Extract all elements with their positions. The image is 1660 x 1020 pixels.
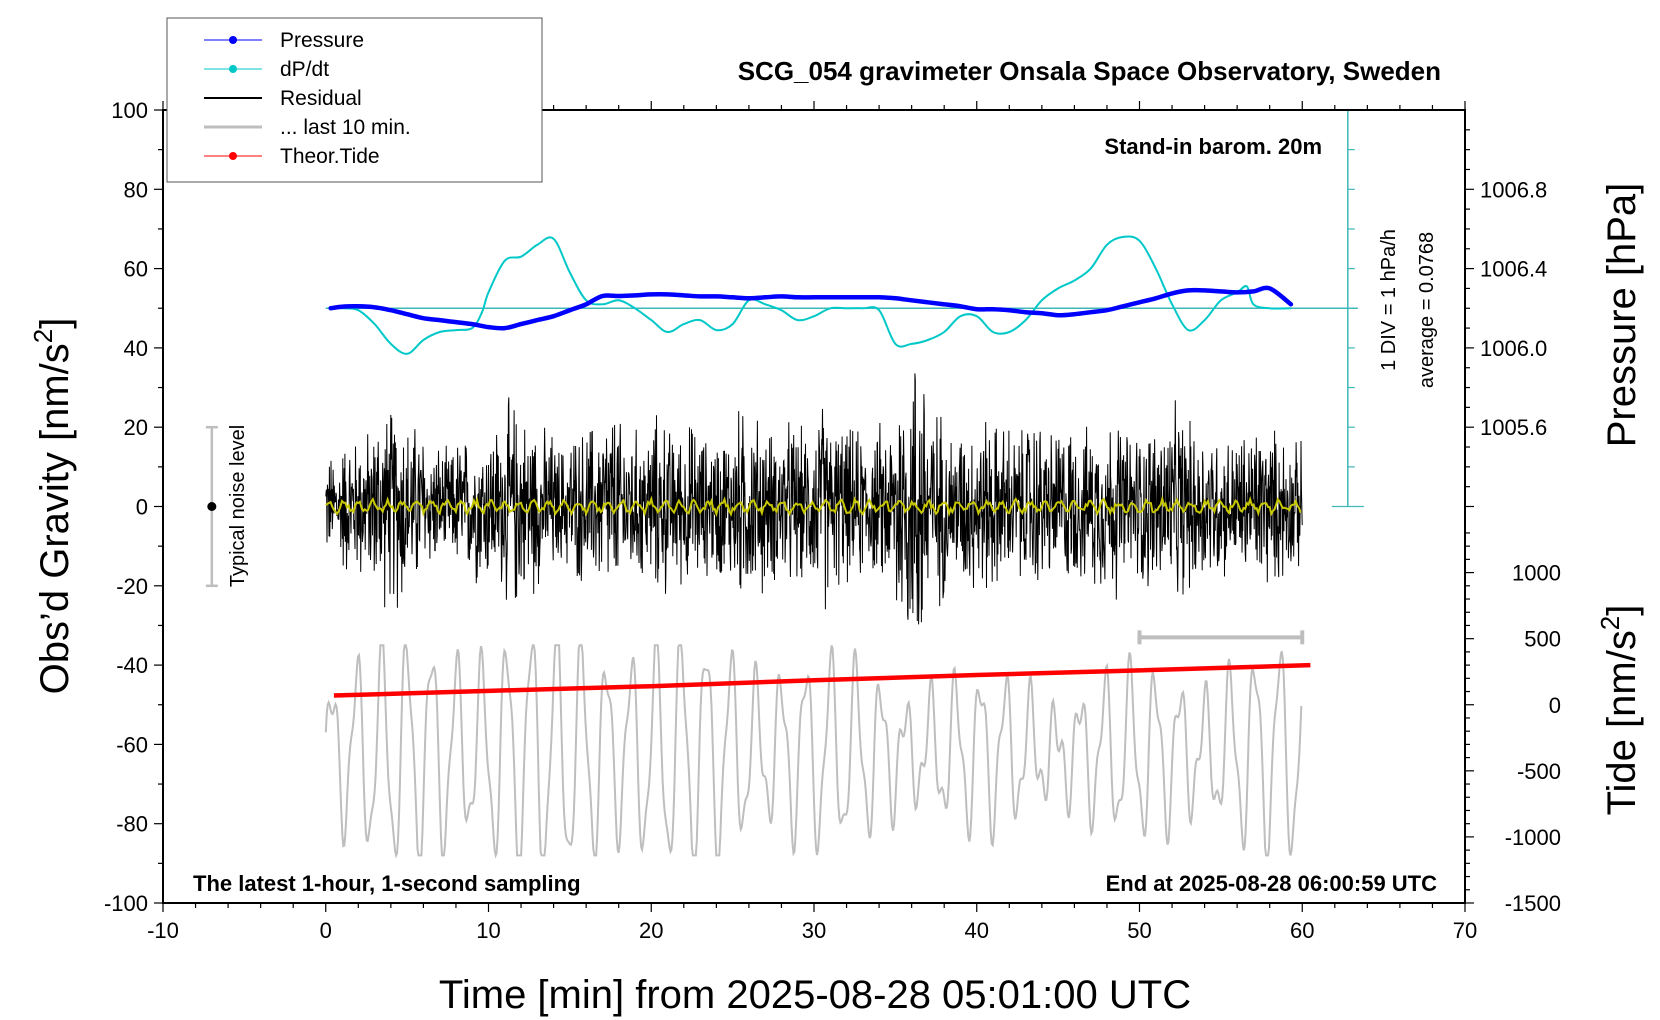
y-tick-label-tide: 0 xyxy=(1549,693,1561,718)
y-tick-label-left: -40 xyxy=(116,653,148,678)
bottom-right-note: End at 2025-08-28 06:00:59 UTC xyxy=(1106,871,1437,896)
noise-level-indicator xyxy=(205,425,218,588)
y-tick-label-pressure: 1006.8 xyxy=(1480,177,1547,202)
legend-label: Theor.Tide xyxy=(280,145,380,168)
last10-line xyxy=(324,644,1303,859)
axes: -10 0 10 20 30 40 50 60 70100806040200-20-40-60-… xyxy=(104,98,1561,943)
residual-mean-series xyxy=(325,494,1302,518)
y-axis-title-left-sup: 2 xyxy=(28,329,58,343)
theor-tide-series xyxy=(333,662,1311,698)
residual-series xyxy=(325,373,1303,625)
last10-series xyxy=(324,644,1303,859)
x-tick-label: 70 xyxy=(1453,918,1477,943)
legend-label: Pressure xyxy=(280,29,364,52)
residual-line xyxy=(325,373,1303,625)
last10-range-bar xyxy=(1137,630,1305,645)
y-tick-label-pressure: 1006.4 xyxy=(1480,257,1547,282)
y-tick-label-left: -100 xyxy=(104,891,148,916)
y-tick-label-pressure: 1005.6 xyxy=(1480,415,1547,440)
y-tick-label-pressure: 1006.0 xyxy=(1480,336,1547,361)
x-tick-label: 60 xyxy=(1290,918,1314,943)
y-tick-label-tide: -1500 xyxy=(1505,891,1561,916)
legend-swatch-dot xyxy=(229,36,237,44)
y-tick-label-left: 0 xyxy=(136,495,148,520)
x-tick-label: 40 xyxy=(965,918,989,943)
pressure-line xyxy=(328,285,1294,331)
x-tick-label: 50 xyxy=(1127,918,1151,943)
noise-center-dot xyxy=(207,502,217,511)
y-axis-title-pressure: Pressure [hPa] xyxy=(1600,183,1644,448)
y-tick-label-tide: 500 xyxy=(1524,627,1561,652)
dpdt-series xyxy=(330,235,1291,355)
x-tick-label: 20 xyxy=(639,918,663,943)
y-axis-title-tide: Tide [nm/s2] xyxy=(1595,605,1644,816)
average-note: average = 0.0768 xyxy=(1416,232,1438,388)
legend-label: dP/dt xyxy=(280,58,329,81)
y-tick-label-left: 40 xyxy=(124,336,148,361)
x-tick-label: 10 xyxy=(476,918,500,943)
x-axis-title: Time [min] from 2025-08-28 05:01:00 UTC xyxy=(439,973,1191,1017)
y-tick-label-tide: -500 xyxy=(1517,759,1561,784)
y-tick-label-left: -80 xyxy=(116,812,148,837)
y-tick-label-left: 20 xyxy=(124,415,148,440)
pressure-series xyxy=(328,285,1294,331)
y-tick-label-left: 100 xyxy=(111,98,148,123)
legend-swatch-dot xyxy=(229,152,237,160)
y-axis-title-left: Obs’d Gravity [nm/s2] xyxy=(28,318,77,695)
dpdt-line xyxy=(330,235,1291,355)
y-tick-label-tide: 1000 xyxy=(1512,561,1561,586)
chart-title: SCG_054 gravimeter Onsala Space Observat… xyxy=(738,56,1441,86)
noise-level-label: Typical noise level xyxy=(227,425,249,587)
legend-swatch-dot xyxy=(229,65,237,73)
x-tick-label: -10 xyxy=(147,918,179,943)
x-tick-label: 0 xyxy=(320,918,332,943)
stand-in-note: Stand-in barom. 20m xyxy=(1104,134,1322,159)
legend: Pressure dP/dt Residual ... last 10 min. The… xyxy=(166,17,543,183)
y-axis-title-tide-sup: 2 xyxy=(1595,616,1625,630)
residual-mean-line xyxy=(325,494,1302,518)
y-tick-label-left: 60 xyxy=(124,257,148,282)
x-tick-label: 30 xyxy=(802,918,826,943)
y-tick-label-left: -20 xyxy=(116,574,148,599)
bottom-left-note: The latest 1-hour, 1-second sampling xyxy=(193,871,581,896)
div-note: 1 DIV = 1 hPa/h xyxy=(1378,229,1400,371)
tide-line xyxy=(333,662,1311,698)
y-tick-label-tide: -1000 xyxy=(1505,825,1561,850)
y-tick-label-left: -60 xyxy=(116,732,148,757)
y-tick-label-left: 80 xyxy=(124,177,148,202)
legend-label: Residual xyxy=(280,87,362,110)
legend-label: ... last 10 min. xyxy=(280,116,411,139)
